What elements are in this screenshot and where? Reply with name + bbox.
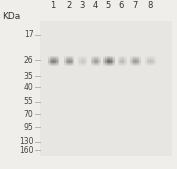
- Text: 3: 3: [79, 1, 85, 10]
- Text: 55: 55: [24, 97, 33, 106]
- Text: 40: 40: [24, 82, 33, 92]
- Text: 2: 2: [66, 1, 71, 10]
- Text: 160: 160: [19, 146, 33, 155]
- Text: 4: 4: [93, 1, 98, 10]
- Text: KDa: KDa: [2, 13, 21, 21]
- Text: 26: 26: [24, 55, 33, 65]
- Text: 35: 35: [24, 72, 33, 81]
- Text: 17: 17: [24, 30, 33, 39]
- Text: 95: 95: [24, 123, 33, 132]
- Text: 8: 8: [147, 1, 152, 10]
- Text: 6: 6: [119, 1, 124, 10]
- Text: 70: 70: [24, 110, 33, 119]
- Text: 5: 5: [106, 1, 111, 10]
- Text: 1: 1: [50, 1, 55, 10]
- Text: 130: 130: [19, 137, 33, 147]
- Text: 7: 7: [132, 1, 137, 10]
- FancyBboxPatch shape: [40, 21, 172, 156]
